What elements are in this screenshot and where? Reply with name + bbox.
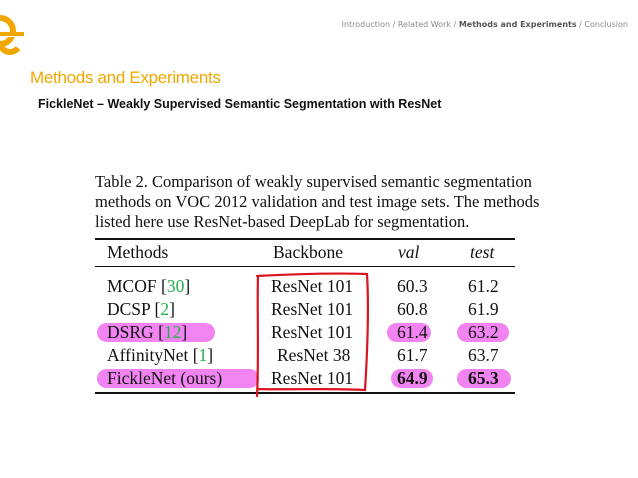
top-rule xyxy=(95,238,515,240)
row-method: MCOF [30] xyxy=(107,276,191,296)
page-title: Methods and Experiments xyxy=(30,68,221,87)
header-methods: Methods xyxy=(107,242,169,262)
citation-link[interactable]: 2 xyxy=(160,299,170,319)
breadcrumb-conclusion[interactable]: / Conclusion xyxy=(579,20,628,29)
header-val: val xyxy=(398,242,420,262)
row-backbone: ResNet 101 xyxy=(271,299,354,319)
highlight-ficklenet-val xyxy=(391,369,433,388)
highlight-ficklenet-test xyxy=(457,369,511,388)
header-rule xyxy=(95,266,515,267)
logo-icon xyxy=(0,15,24,55)
breadcrumb: Introduction / Related Work / Methods an… xyxy=(342,20,628,29)
row-test: 65.3 xyxy=(468,368,499,388)
breadcrumb-introduction[interactable]: Introduction xyxy=(341,20,391,29)
method-name: DSRG xyxy=(107,322,154,342)
row-method: AffinityNet [1] xyxy=(107,345,214,365)
row-test: 61.2 xyxy=(468,276,499,296)
row-backbone: ResNet 101 xyxy=(271,276,354,296)
method-name: FickleNet (ours) xyxy=(107,368,223,388)
row-val: 60.8 xyxy=(397,299,428,319)
row-method: DSRG [12] xyxy=(107,322,188,342)
citation-link[interactable]: 12 xyxy=(163,322,182,342)
bottom-rule xyxy=(95,392,515,394)
results-table: Methods Backbone val test MCOF [30] ResNe… xyxy=(95,238,515,398)
table-caption: Table 2. Comparison of weakly supervised… xyxy=(95,172,540,231)
page-subtitle: FickleNet – Weakly Supervised Semantic S… xyxy=(38,97,442,111)
highlight-dsrg-val xyxy=(387,323,431,342)
row-val: 64.9 xyxy=(397,368,428,388)
row-test: 63.7 xyxy=(468,345,499,365)
header-backbone: Backbone xyxy=(273,242,343,262)
breadcrumb-related-work[interactable]: / Related Work / xyxy=(392,20,457,29)
header-test: test xyxy=(470,242,495,262)
row-val: 61.7 xyxy=(397,345,428,365)
highlight-dsrg-test xyxy=(457,323,509,342)
row-method: DCSP [2] xyxy=(107,299,175,319)
method-name: AffinityNet xyxy=(107,345,189,365)
row-method: FickleNet (ours) xyxy=(107,368,222,389)
method-name: MCOF xyxy=(107,276,157,296)
highlight-ficklenet xyxy=(97,369,259,388)
method-name: DCSP xyxy=(107,299,151,319)
row-test: 61.9 xyxy=(468,299,499,319)
row-backbone: ResNet 38 xyxy=(277,345,351,365)
breadcrumb-methods-experiments[interactable]: Methods and Experiments xyxy=(458,20,577,29)
citation-link[interactable]: 1 xyxy=(198,345,208,365)
row-test: 63.2 xyxy=(468,322,499,342)
row-val: 60.3 xyxy=(397,276,428,296)
highlight-dsrg xyxy=(97,323,215,342)
row-backbone: ResNet 101 xyxy=(271,322,354,342)
row-backbone: ResNet 101 xyxy=(271,368,354,388)
row-val: 61.4 xyxy=(397,322,428,342)
citation-link[interactable]: 30 xyxy=(166,276,185,296)
